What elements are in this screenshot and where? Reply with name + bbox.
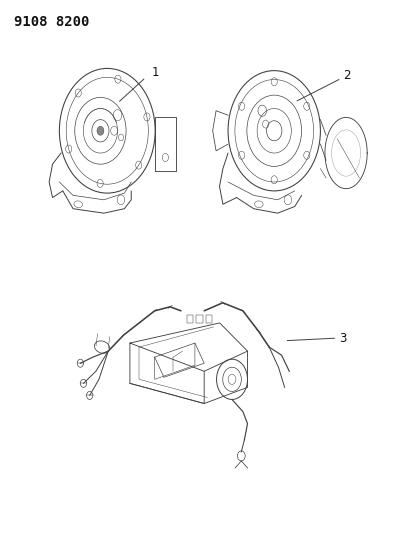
Circle shape [97,126,103,135]
Text: 9108 8200: 9108 8200 [13,14,89,29]
Text: 3: 3 [339,332,346,344]
Text: 2: 2 [343,69,350,82]
Text: 1: 1 [152,67,159,79]
